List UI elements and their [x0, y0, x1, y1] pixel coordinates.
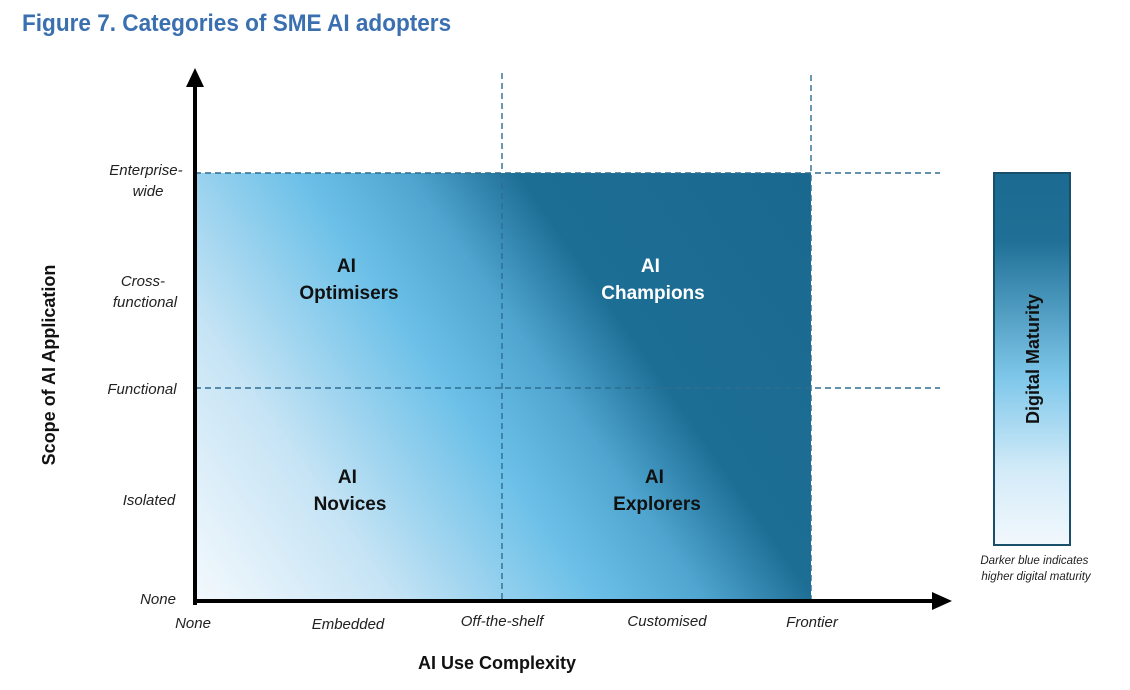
x-tick-none: None [175, 615, 211, 632]
figure-title: Figure 7. Categories of SME AI adopters [22, 10, 452, 37]
x-tick-off-the-shelf: Off-the-shelf [461, 613, 545, 630]
digital-maturity-legend: Digital Maturity Darker blue indicates h… [980, 172, 1092, 583]
y-tick-isolated: Isolated [123, 492, 176, 509]
y-tick-cross-functional: Cross- functional [113, 273, 178, 311]
x-tick-labels: None Embedded Off-the-shelf Customised F… [175, 613, 839, 633]
y-tick-none: None [140, 591, 176, 608]
y-tick-labels: Enterprise- wide Cross- functional Funct… [107, 162, 187, 608]
quadrant-ai-explorers: AI Explorers [613, 467, 701, 515]
legend-note: Darker blue indicates higher digital mat… [980, 555, 1092, 583]
y-axis-arrow [186, 68, 204, 87]
legend-title: Digital Maturity [1023, 294, 1043, 424]
quadrant-ai-champions: AI Champions [601, 256, 704, 304]
dashed-gridlines [195, 73, 940, 603]
quadrant-ai-novices: AI Novices [314, 467, 387, 515]
x-tick-frontier: Frontier [786, 614, 839, 631]
legend-gradient-bar [993, 172, 1071, 546]
y-tick-enterprise-wide: Enterprise- wide [109, 162, 187, 200]
y-axis-title: Scope of AI Application [39, 265, 59, 466]
x-axis-arrow [932, 592, 952, 610]
x-tick-embedded: Embedded [312, 616, 385, 633]
axes [186, 68, 952, 610]
quadrant-ai-optimisers: AI Optimisers [299, 256, 398, 304]
y-tick-functional: Functional [107, 381, 177, 398]
x-tick-customised: Customised [627, 613, 707, 630]
x-axis-title: AI Use Complexity [418, 653, 576, 673]
